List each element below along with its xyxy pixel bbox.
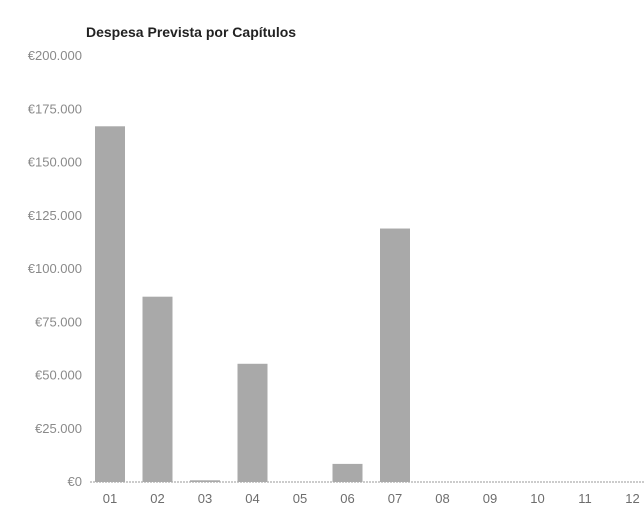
- x-tick-label: 01: [103, 491, 117, 506]
- bar-07: [380, 228, 410, 482]
- x-tick-label: 07: [388, 491, 402, 506]
- bar-01: [95, 126, 125, 482]
- x-tick-label: 10: [530, 491, 544, 506]
- x-tick-label: 02: [150, 491, 164, 506]
- bar-02: [142, 296, 173, 482]
- x-tick-label: 11: [578, 491, 592, 506]
- x-axis: 01 02 03 04 05 06 07 08 09 10 11 12: [90, 481, 644, 506]
- x-tick-label: 06: [340, 491, 354, 506]
- y-tick-label: €100.000: [28, 261, 82, 276]
- bar-06: [332, 463, 363, 482]
- chart-title: Despesa Prevista por Capítulos: [86, 24, 296, 40]
- y-tick-label: €175.000: [28, 101, 82, 116]
- y-tick-label: €75.000: [35, 314, 82, 329]
- y-tick-label: €25.000: [35, 421, 82, 436]
- bar-04: [237, 363, 268, 482]
- x-tick-label: 03: [198, 491, 212, 506]
- bars: [95, 126, 410, 482]
- y-axis: €0 €25.000 €50.000 €75.000 €100.000 €125.000 €…: [28, 48, 82, 489]
- x-tick-label: 04: [245, 491, 259, 506]
- x-tick-label: 08: [435, 491, 449, 506]
- x-tick-label: 12: [625, 491, 639, 506]
- y-tick-label: €150.000: [28, 155, 82, 170]
- x-tick-label: 05: [293, 491, 307, 506]
- bar-03: [190, 480, 220, 482]
- y-tick-label: €0: [68, 474, 82, 489]
- y-tick-label: €50.000: [35, 368, 82, 383]
- x-tick-label: 09: [483, 491, 497, 506]
- y-tick-label: €125.000: [28, 208, 82, 223]
- y-tick-label: €200.000: [28, 48, 82, 63]
